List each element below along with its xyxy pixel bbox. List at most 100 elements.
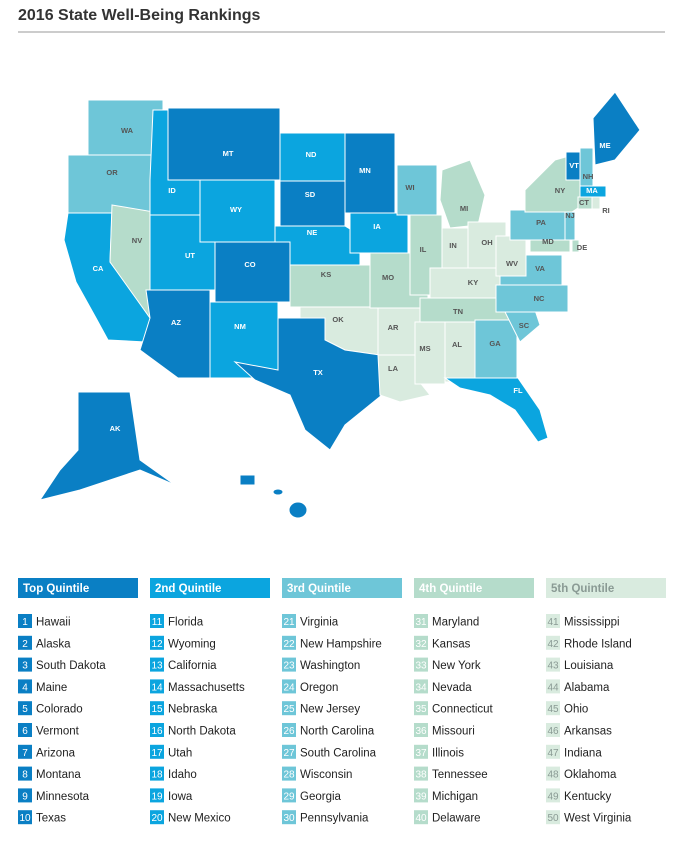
state-name: Nebraska [168,704,218,716]
state [414,321,446,385]
rank-number: 4 [22,682,28,693]
rank-box [282,744,296,759]
state-label: NY [555,186,565,195]
state-name: Michigan [432,791,478,803]
state [288,501,308,519]
state-name: Maine [36,682,67,694]
state-name: Ohio [564,704,588,716]
rank-box [414,679,428,694]
state-name: Wyoming [168,638,216,650]
state [279,180,346,227]
state-label: ND [306,150,317,159]
rank-number: 47 [547,748,559,759]
rank-box [18,701,32,716]
rank-box [18,657,32,672]
state-label: SC [519,321,530,330]
rank-number: 15 [151,704,163,715]
state [239,474,256,486]
state-name: Massachusetts [168,682,245,694]
state-name: South Dakota [36,660,106,672]
rank-box [546,788,560,803]
state-name: Alaska [36,638,71,650]
state-label: PA [536,218,546,227]
rank-number: 8 [22,770,28,781]
state-label: WY [230,205,242,214]
state-name: North Carolina [300,726,375,738]
state [443,377,549,443]
state [67,154,154,214]
state-label: OR [106,168,118,177]
rank-number: 21 [283,617,295,628]
state-name: Florida [168,617,204,629]
state-name: Idaho [168,769,197,781]
state-label: WI [405,183,414,192]
rank-number: 19 [151,791,163,802]
rank-number: 20 [151,813,163,824]
state-name: Kansas [432,638,471,650]
rank-number: 24 [283,682,295,693]
rank-number: 23 [283,661,295,672]
state-name: Hawaii [36,617,71,629]
state-label: MI [460,204,468,213]
rank-box [282,788,296,803]
rank-number: 28 [283,770,295,781]
state-label: DE [577,243,587,252]
state-name: North Dakota [168,726,236,738]
state-label: AR [388,323,399,332]
rank-number: 42 [547,639,559,650]
rank-box [282,614,296,628]
rank-box [18,810,32,825]
rank-number: 31 [415,617,427,628]
state-label: HI [268,499,276,508]
state-label: RI [602,206,610,215]
state-name: Rhode Island [564,638,632,650]
rank-number: 12 [151,639,163,650]
rank-number: 33 [415,661,427,672]
rank-number: 9 [22,791,28,802]
state [571,239,580,253]
rank-number: 27 [283,748,295,759]
rank-box [546,744,560,759]
state [495,235,527,277]
rank-box [282,679,296,694]
rank-box [414,788,428,803]
state-label: MA [586,186,598,195]
state-label: KY [468,278,478,287]
state-label: OH [481,238,492,247]
state-label: SD [305,190,316,199]
state-label: LA [388,364,399,373]
rank-number: 10 [19,813,31,824]
rank-box [414,614,428,628]
rank-box [18,723,32,737]
rank-box [414,701,428,716]
rank-number: 43 [547,661,559,672]
rank-box [546,679,560,694]
rank-box [150,701,164,716]
rank-box [282,657,296,672]
quintile-label: 5th Quintile [551,583,614,595]
rank-number: 16 [151,726,163,737]
state [289,264,379,308]
rank-box [546,614,560,628]
state-label: NV [132,236,142,245]
state-label: CA [93,264,104,273]
state-name: Indiana [564,747,602,759]
rank-number: 2 [22,639,28,650]
state-name: Montana [36,769,81,781]
rank-number: 7 [22,748,28,759]
quintile-header [546,578,666,598]
state-name: New Mexico [168,813,231,825]
rank-box [150,788,164,803]
rank-box [546,810,560,825]
state-name: Mississippi [564,617,620,629]
quintile-label: 3rd Quintile [287,583,351,595]
rank-box [150,766,164,781]
state-label: FL [513,386,523,395]
state-name: Oklahoma [564,769,617,781]
rank-number: 48 [547,770,559,781]
state-name: Georgia [300,791,342,803]
rank-number: 26 [283,726,295,737]
state-name: Utah [168,747,192,759]
